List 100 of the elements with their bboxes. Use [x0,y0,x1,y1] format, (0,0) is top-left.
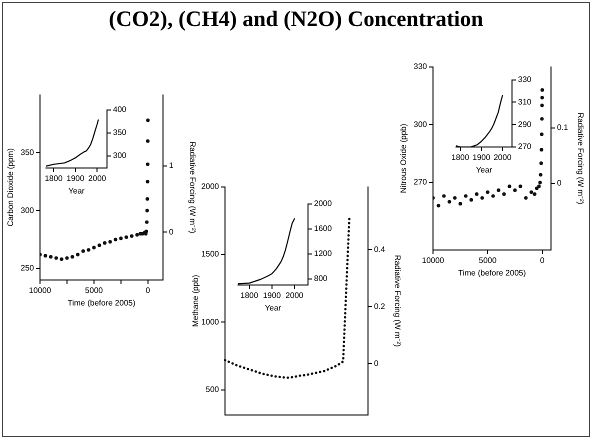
x-tick-label: 5000 [85,286,104,296]
y-axis-title: Carbon Dioxide (ppm) [6,148,16,227]
y2-tick-label: 800 [314,274,328,283]
point [146,197,150,201]
x-axis-title: Year [68,186,85,196]
point [537,184,541,188]
point [146,180,150,184]
point [60,257,64,261]
point [513,188,517,192]
x-tick-label: 1900 [66,174,85,184]
x-tick-label: 1900 [262,291,282,300]
point [54,256,58,260]
y2-tick-label: 0 [374,358,379,368]
point [480,196,484,200]
point [474,192,479,196]
point [108,240,112,244]
point [436,204,440,208]
point [119,236,123,240]
point [469,198,474,202]
point [98,243,102,248]
y2-axis-title: Radiative Forcing (W m⁻²) [576,112,585,205]
y2-tick-label: 2000 [314,199,332,208]
point [81,249,85,253]
point [486,190,490,194]
x-tick-label: 1800 [240,291,259,300]
y2-tick-label: 330 [518,75,532,84]
point [532,192,536,196]
x-tick-label: 0 [146,286,151,296]
y2-tick-label: 290 [518,120,532,129]
point [442,194,446,198]
y2-tick-label: 0.1 [557,123,569,132]
point [146,139,150,143]
x-tick-label: 2000 [494,153,512,162]
point [114,238,118,242]
x-axis-title: Year [476,165,492,174]
y2-tick-label: 300 [113,151,127,160]
text: (CO2), (CH4) and (N2O) Concentration [108,6,484,32]
point [130,234,134,238]
y-axis-title: Methane (ppb) [191,274,200,327]
point [518,184,522,188]
point [124,235,128,239]
point [508,184,512,188]
point [70,255,74,259]
point [496,188,500,192]
y2-axis-title: Radiative Forcing (W m⁻²) [188,141,197,234]
point [146,162,150,166]
y2-tick-label: 1200 [314,248,332,258]
x-tick-label: 2000 [286,291,304,300]
x-axis-title: Year [264,303,282,312]
y2-tick-label: 1 [169,161,174,170]
y2-tick-label: 400 [113,105,127,114]
y2-axis-title: Radiative Forcing (W m⁻²) [392,254,402,348]
y2-tick-label: 0.2 [374,302,386,311]
point [135,233,139,237]
y2-tick-label: 270 [518,142,532,152]
point [524,196,528,200]
y-tick-label: 250 [20,264,35,273]
x-tick-label: 1800 [451,153,470,162]
point [540,96,544,100]
point [538,172,542,177]
y2-tick-label: 310 [518,97,532,106]
x-tick-label: 5000 [478,256,498,266]
point [540,148,544,152]
y2-tick-label: 0.4 [374,244,386,254]
y-tick-label: 1500 [201,250,220,259]
x-axis-title: Time (before 2005) [68,298,136,308]
point [48,255,53,259]
x-tick-label: 0 [540,256,546,266]
y2-tick-label: 1600 [314,224,332,233]
y-tick-label: 500 [206,385,220,394]
y-tick-label: 1000 [201,317,220,326]
y-tick-label: 270 [414,178,428,187]
point [540,132,544,136]
point [539,161,543,166]
point [92,246,96,250]
y-tick-label: 300 [414,120,428,129]
x-tick-label: 1900 [472,153,491,162]
point [464,194,468,198]
y-axis-title: Nitrous Oxide (ppb) [399,123,408,194]
point [453,196,457,200]
y-tick-label: 2000 [201,182,220,192]
point [458,202,462,206]
point [540,88,544,92]
point [448,200,452,204]
y-tick-label: 330 [414,62,428,72]
point [76,252,80,256]
y-tick-label: 350 [20,148,35,157]
x-tick-label: 10000 [28,286,52,296]
point [534,186,539,190]
x-axis-title: Time (before 2005) [458,268,526,278]
point [530,190,534,194]
point [491,194,495,198]
point [44,254,48,258]
y-tick-label: 300 [20,206,35,215]
point [540,117,544,121]
point [102,241,107,245]
point [145,220,149,224]
line-series [224,216,351,379]
x-tick-label: 2000 [88,174,107,184]
y2-tick-label: 350 [113,128,127,138]
